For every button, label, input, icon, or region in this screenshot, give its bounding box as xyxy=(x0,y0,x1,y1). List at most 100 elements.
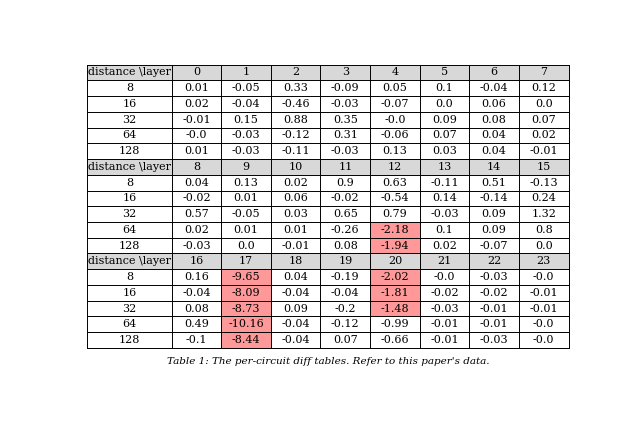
Bar xyxy=(88,159,172,175)
Text: 8: 8 xyxy=(126,83,133,93)
Text: 0.79: 0.79 xyxy=(383,209,407,219)
Bar xyxy=(420,253,469,269)
Text: 0.8: 0.8 xyxy=(535,225,552,235)
Text: 16: 16 xyxy=(122,193,137,203)
Text: 0.31: 0.31 xyxy=(333,131,358,140)
Bar xyxy=(370,285,420,301)
Text: 0.07: 0.07 xyxy=(432,131,457,140)
Bar xyxy=(370,301,420,316)
Text: 0.0: 0.0 xyxy=(535,99,552,109)
Text: 0.07: 0.07 xyxy=(333,335,358,345)
Bar xyxy=(519,253,568,269)
Text: -1.48: -1.48 xyxy=(381,303,409,314)
Text: -0.04: -0.04 xyxy=(282,335,310,345)
Bar xyxy=(172,159,221,175)
Text: -0.12: -0.12 xyxy=(282,131,310,140)
Text: 0.05: 0.05 xyxy=(383,83,407,93)
Text: 128: 128 xyxy=(119,146,140,156)
Text: 0.65: 0.65 xyxy=(333,209,358,219)
Text: 0.09: 0.09 xyxy=(432,115,457,125)
Text: 0.24: 0.24 xyxy=(531,193,556,203)
Text: -0.0: -0.0 xyxy=(533,335,554,345)
Text: 21: 21 xyxy=(437,256,452,266)
Text: 0.49: 0.49 xyxy=(184,319,209,329)
Text: distance \layer: distance \layer xyxy=(88,68,171,77)
Text: 0.1: 0.1 xyxy=(436,225,453,235)
Text: 32: 32 xyxy=(122,115,137,125)
Text: -0.05: -0.05 xyxy=(232,83,260,93)
Bar xyxy=(321,159,370,175)
Bar xyxy=(469,159,519,175)
Text: 9: 9 xyxy=(243,162,250,172)
Text: -0.01: -0.01 xyxy=(182,115,211,125)
Text: 0.04: 0.04 xyxy=(284,272,308,282)
Text: -0.99: -0.99 xyxy=(381,319,409,329)
Text: 128: 128 xyxy=(119,241,140,251)
Text: -0.03: -0.03 xyxy=(331,146,360,156)
Text: 32: 32 xyxy=(122,303,137,314)
Text: 0.13: 0.13 xyxy=(234,178,259,187)
Text: -0.03: -0.03 xyxy=(331,99,360,109)
Text: 0.9: 0.9 xyxy=(337,178,354,187)
Text: 0.01: 0.01 xyxy=(184,146,209,156)
Text: -0.01: -0.01 xyxy=(282,241,310,251)
Text: -2.18: -2.18 xyxy=(381,225,409,235)
Text: 17: 17 xyxy=(239,256,253,266)
Text: Table 1: The per-circuit diff tables. Refer to this paper's data.: Table 1: The per-circuit diff tables. Re… xyxy=(167,357,489,366)
Bar xyxy=(88,65,172,80)
Text: -0.07: -0.07 xyxy=(480,241,508,251)
Text: -0.02: -0.02 xyxy=(480,288,508,298)
Text: -0.11: -0.11 xyxy=(430,178,459,187)
Text: 0.02: 0.02 xyxy=(184,225,209,235)
Text: 0.02: 0.02 xyxy=(531,131,556,140)
Bar xyxy=(271,159,321,175)
Bar xyxy=(221,159,271,175)
Bar xyxy=(221,301,271,316)
Text: -0.02: -0.02 xyxy=(331,193,360,203)
Text: 0.07: 0.07 xyxy=(531,115,556,125)
Text: 0.03: 0.03 xyxy=(284,209,308,219)
Text: 1.32: 1.32 xyxy=(531,209,556,219)
Text: -0.0: -0.0 xyxy=(533,319,554,329)
Text: 16: 16 xyxy=(122,99,137,109)
Text: -0.04: -0.04 xyxy=(232,99,260,109)
Text: 15: 15 xyxy=(536,162,551,172)
Text: 12: 12 xyxy=(388,162,402,172)
Text: 10: 10 xyxy=(289,162,303,172)
Text: 0.04: 0.04 xyxy=(482,131,507,140)
Text: 3: 3 xyxy=(342,68,349,77)
Text: -0.1: -0.1 xyxy=(186,335,207,345)
Text: 13: 13 xyxy=(437,162,452,172)
Text: 0.04: 0.04 xyxy=(184,178,209,187)
Text: -0.06: -0.06 xyxy=(381,131,409,140)
Bar xyxy=(88,253,172,269)
Text: 0.63: 0.63 xyxy=(383,178,407,187)
Bar xyxy=(221,65,271,80)
Text: -0.01: -0.01 xyxy=(480,319,508,329)
Text: -0.03: -0.03 xyxy=(182,241,211,251)
Text: -0.54: -0.54 xyxy=(381,193,409,203)
Text: 16: 16 xyxy=(122,288,137,298)
Text: -0.09: -0.09 xyxy=(331,83,360,93)
Text: -8.09: -8.09 xyxy=(232,288,260,298)
Text: 8: 8 xyxy=(126,178,133,187)
Text: 0.1: 0.1 xyxy=(436,83,453,93)
Text: -0.04: -0.04 xyxy=(331,288,360,298)
Text: 0.09: 0.09 xyxy=(284,303,308,314)
Text: 0.09: 0.09 xyxy=(482,209,507,219)
Text: -0.04: -0.04 xyxy=(480,83,508,93)
Text: -0.46: -0.46 xyxy=(282,99,310,109)
Text: 0.0: 0.0 xyxy=(535,241,552,251)
Text: -0.26: -0.26 xyxy=(331,225,360,235)
Text: -0.03: -0.03 xyxy=(232,146,260,156)
Text: 1: 1 xyxy=(243,68,250,77)
Text: -0.04: -0.04 xyxy=(282,319,310,329)
Text: -0.02: -0.02 xyxy=(430,288,459,298)
Bar xyxy=(519,159,568,175)
Text: 0.13: 0.13 xyxy=(383,146,407,156)
Bar xyxy=(370,159,420,175)
Text: 0.02: 0.02 xyxy=(184,99,209,109)
Text: 8: 8 xyxy=(126,272,133,282)
Text: 0.06: 0.06 xyxy=(284,193,308,203)
Text: 14: 14 xyxy=(487,162,501,172)
